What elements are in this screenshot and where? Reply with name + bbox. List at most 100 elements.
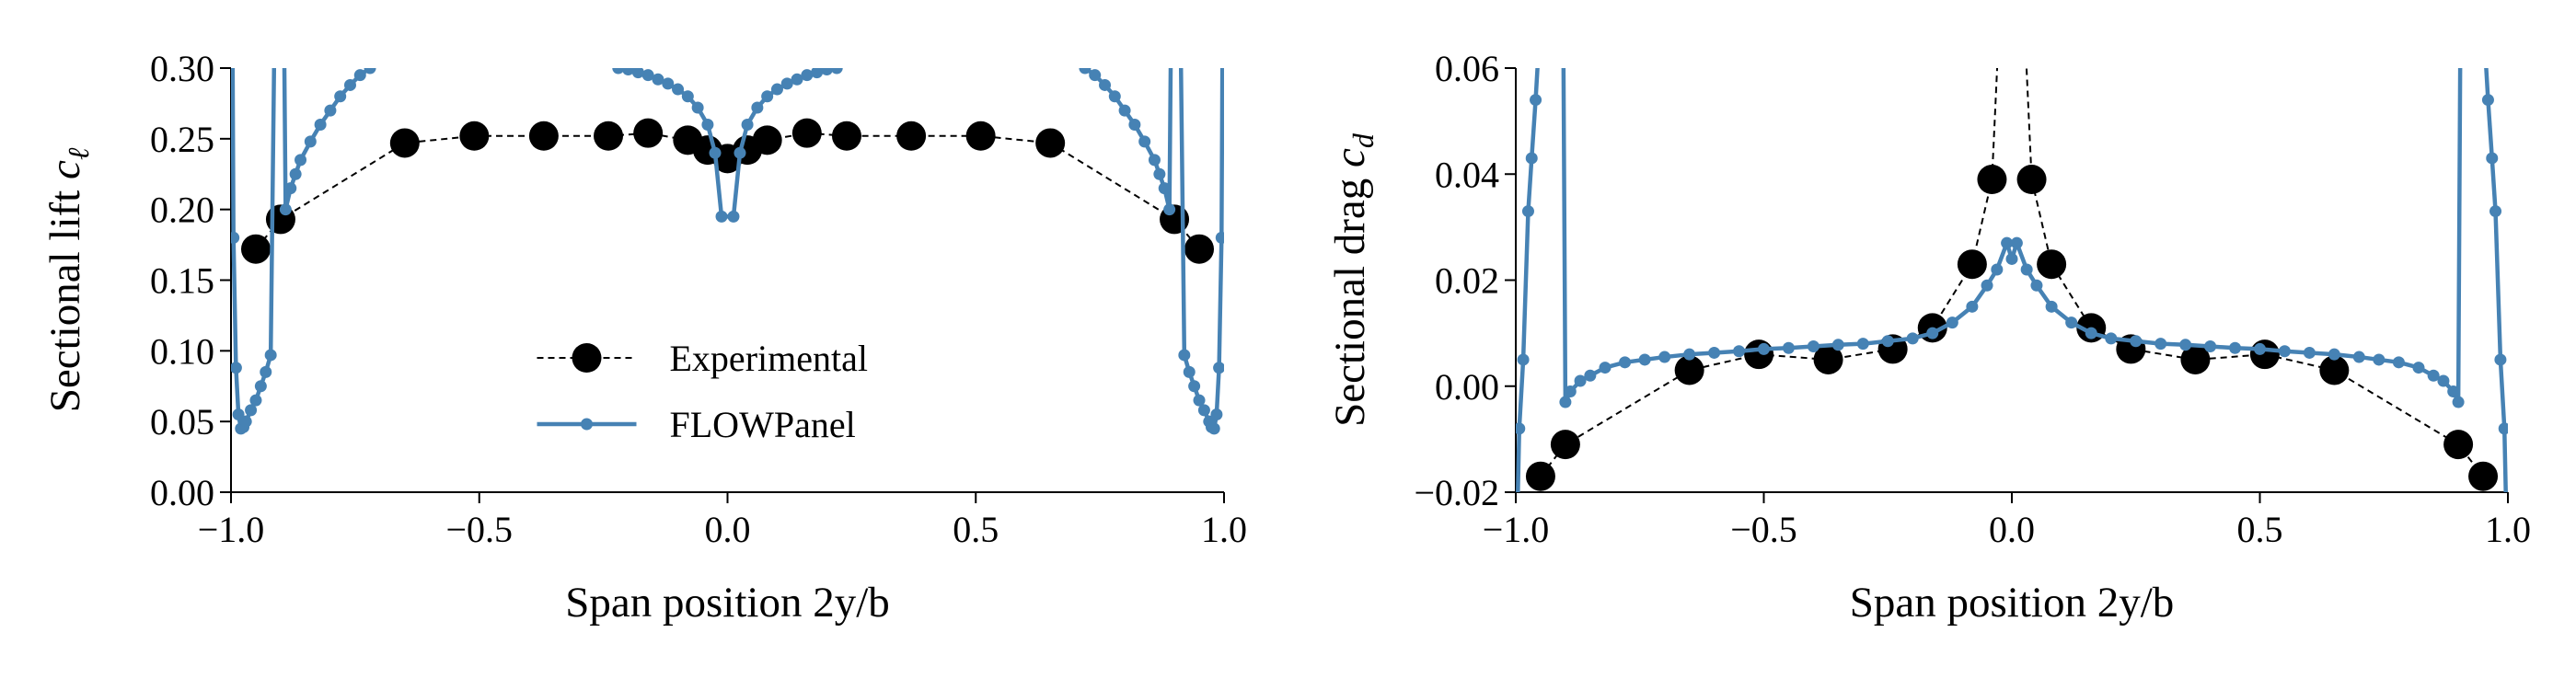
y-tick-label: 0.15 (150, 260, 214, 302)
data-point (1183, 365, 1196, 378)
data-point (1210, 408, 1223, 420)
legend-marker (581, 418, 593, 431)
data-point (820, 68, 833, 76)
y-tick-label: −0.02 (1414, 472, 1499, 513)
data-point (1550, 430, 1580, 460)
data-point (264, 349, 277, 362)
data-point (2249, 339, 2280, 370)
data-point (2481, 94, 2494, 107)
data-point (343, 78, 356, 91)
data-point (1564, 385, 1577, 398)
y-axis-label-symbol: c (41, 160, 89, 179)
data-point (1213, 362, 1224, 374)
y-axis-label-symbol: c (1326, 148, 1374, 167)
data-point (289, 167, 302, 180)
data-point (1926, 327, 1939, 339)
data-point (1599, 362, 1611, 374)
data-point (2443, 430, 2474, 460)
data-point (314, 118, 327, 131)
data-point (831, 121, 861, 151)
data-point (2489, 205, 2502, 218)
data-point (1530, 94, 1542, 107)
data-point (594, 121, 624, 151)
data-point (2085, 327, 2097, 339)
data-point (662, 77, 675, 90)
data-point (334, 90, 347, 103)
data-point (752, 125, 782, 155)
data-point (2319, 355, 2350, 385)
data-point (1584, 369, 1597, 382)
y-tick-label: 0.00 (150, 472, 214, 513)
data-point (1813, 344, 1843, 374)
data-point (2468, 461, 2499, 491)
data-point (871, 34, 883, 46)
data-point (1138, 135, 1151, 148)
data-point (324, 104, 337, 117)
data-point (1683, 348, 1696, 361)
data-point (633, 118, 664, 148)
data-point (249, 394, 262, 407)
data-point (2478, 9, 2489, 21)
y-axis-label: Sectional lift cℓ (41, 147, 95, 412)
data-point (1807, 340, 1819, 353)
data-point (1758, 342, 1770, 355)
data-point (1534, 9, 1546, 21)
subplot: 0.00 0.05 0.10 0.15 0.20 0.25 0.30 −1.0 −0.5 0.0 0… (41, 19, 1247, 627)
data-point (2278, 345, 2291, 358)
y-axis-label-subscript: d (1346, 132, 1380, 148)
data-point (691, 101, 704, 114)
data-point (2427, 369, 2440, 382)
data-point (791, 73, 803, 86)
data-point (780, 77, 793, 90)
y-tick-label: 0.06 (1435, 48, 1499, 89)
x-tick-label: −0.5 (1730, 509, 1797, 550)
data-point (254, 380, 267, 393)
data-point (2037, 249, 2067, 280)
data-point (2030, 279, 2043, 292)
data-point (1517, 353, 1530, 366)
data-point (2130, 335, 2143, 348)
data-point (1574, 374, 1587, 387)
y-tick-label: 0.00 (1435, 366, 1499, 408)
x-tick-label: −1.0 (198, 509, 265, 550)
data-point (622, 68, 635, 76)
data-point (1079, 68, 1092, 75)
data-point (1197, 404, 1210, 417)
data-point (631, 68, 644, 79)
data-point (2254, 342, 2266, 355)
data-point (284, 182, 297, 195)
data-point (1559, 396, 1572, 408)
y-axis-label-subscript: ℓ (62, 147, 95, 160)
data-point (1128, 118, 1141, 131)
data-point (2437, 374, 2450, 387)
data-point (1619, 356, 1632, 369)
data-point (1193, 394, 1206, 407)
x-tick-label: −1.0 (1483, 509, 1550, 550)
data-point (945, 19, 957, 31)
data-point (2412, 362, 2425, 374)
data-point (1158, 182, 1171, 195)
data-point (1981, 279, 1993, 292)
data-point (734, 146, 746, 159)
x-tick-label: 0.0 (705, 509, 751, 550)
legend-label: FLOWPanel (670, 404, 856, 445)
data-point (304, 135, 317, 148)
data-point (709, 146, 722, 159)
data-point (896, 121, 927, 151)
x-tick-label: 1.0 (2485, 509, 2531, 550)
data-point (2498, 422, 2508, 435)
data-point (701, 118, 714, 131)
data-point (1674, 355, 1704, 385)
data-point (353, 69, 366, 82)
data-point (260, 365, 272, 378)
data-point (2020, 263, 2033, 276)
data-point (2065, 316, 2078, 329)
data-point (2328, 348, 2340, 361)
data-point (830, 68, 843, 75)
data-point (1089, 69, 1102, 82)
x-tick-label: 0.5 (2237, 509, 2283, 550)
series-line (1540, 68, 2484, 477)
data-point (1708, 346, 1721, 359)
data-point (1638, 353, 1651, 366)
